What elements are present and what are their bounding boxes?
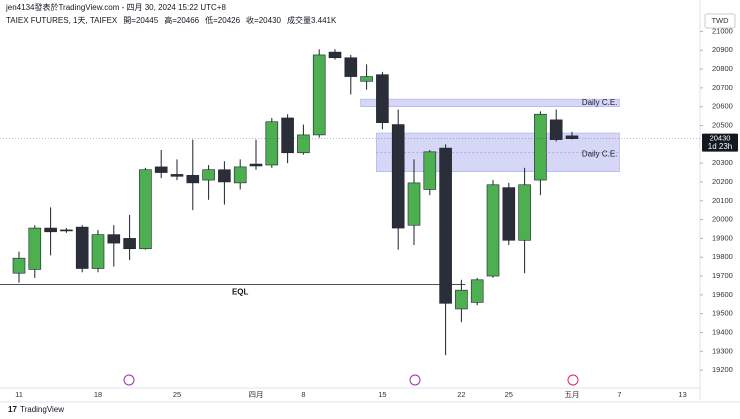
y-tick-label: 19800 xyxy=(712,252,733,261)
candle-body xyxy=(75,226,89,269)
candle-body xyxy=(549,119,563,140)
price-tag xyxy=(702,133,738,152)
brand-mark: 17 xyxy=(8,405,17,414)
candle-body xyxy=(44,227,57,233)
candle-body xyxy=(391,124,405,229)
y-tick-label: 20700 xyxy=(712,83,733,92)
candle-body xyxy=(423,151,437,190)
candle-body xyxy=(486,184,500,277)
candle-body xyxy=(107,234,121,244)
y-tick-label: 20000 xyxy=(712,215,733,224)
candle-body xyxy=(170,174,184,177)
zone xyxy=(360,98,620,107)
chart-legend: TAIEX FUTURES, 1天, TAIFEX 開=20445 高=20466 低… xyxy=(6,15,337,25)
candle-body xyxy=(139,169,152,250)
x-tick-label: 15 xyxy=(378,390,386,399)
candle-body xyxy=(202,169,215,181)
x-tick-label: 11 xyxy=(15,390,23,399)
candle-body xyxy=(154,166,168,173)
candle-body xyxy=(28,227,42,270)
x-tick-label: 四月 xyxy=(249,390,264,399)
candle-body xyxy=(265,121,279,166)
candle-body xyxy=(534,113,547,181)
candle-body xyxy=(360,76,373,82)
currency: TWD xyxy=(711,16,729,25)
y-tick-label: 19500 xyxy=(712,309,733,318)
currency-box xyxy=(704,13,736,29)
candle-body xyxy=(470,279,484,303)
event-icon[interactable] xyxy=(567,374,579,386)
y-tick-label: 20600 xyxy=(712,102,733,111)
event-icon[interactable] xyxy=(123,374,135,386)
x-tick-label: 8 xyxy=(301,390,305,399)
candle-body xyxy=(249,163,263,167)
price-tag-value: 20430 xyxy=(710,134,731,143)
candle-body xyxy=(312,54,326,136)
ohlc-label: 低= xyxy=(205,15,218,25)
y-tick-label: 19900 xyxy=(712,233,733,242)
y-tick-label: 20800 xyxy=(712,64,733,73)
candle-body xyxy=(218,169,231,183)
ohlc-label: 開= xyxy=(123,16,136,25)
y-tick-label: 20300 xyxy=(712,158,733,167)
y-tick-label: 19700 xyxy=(712,271,733,280)
candle-body xyxy=(123,238,136,250)
ohlc-label: 高= xyxy=(164,15,177,25)
event-icon[interactable] xyxy=(409,374,421,386)
y-tick-label: 20200 xyxy=(712,177,733,186)
ohlc-value: 20466 xyxy=(177,16,200,25)
y-tick-label: 20100 xyxy=(712,196,733,205)
zone-label: Daily C.E. xyxy=(582,98,618,107)
y-tick-label: 19200 xyxy=(712,365,733,374)
y-tick-label: 19300 xyxy=(712,346,733,355)
candle-body xyxy=(60,229,73,232)
candle-body xyxy=(233,166,247,184)
candle-body xyxy=(376,74,389,123)
candle-body xyxy=(281,117,294,154)
x-tick-label: 25 xyxy=(505,390,513,399)
candle-body xyxy=(186,175,200,184)
y-tick-label: 21000 xyxy=(712,26,733,35)
candle-body xyxy=(565,135,579,139)
candle-body xyxy=(455,289,468,310)
ohlc-value: 20426 xyxy=(218,16,241,25)
candle-body xyxy=(439,147,452,304)
ohlc-label: 收= xyxy=(246,15,259,25)
author-line: jen4134發表於TradingView.com - 四月 30, 2024 … xyxy=(5,2,226,12)
countdown: 1d 23h xyxy=(708,142,732,151)
candle-body xyxy=(297,134,310,154)
ohlc-value: 20430 xyxy=(259,16,282,25)
y-tick-label: 19600 xyxy=(712,290,733,299)
y-tick-label: 19400 xyxy=(712,327,733,336)
candle-body xyxy=(12,257,26,274)
candle-body xyxy=(407,182,421,226)
y-tick-label: 20500 xyxy=(712,120,733,129)
volume: 成交量3.441K xyxy=(287,15,337,25)
candle-body xyxy=(91,234,105,269)
candle-body xyxy=(502,187,516,241)
candle-body xyxy=(518,184,531,241)
x-tick-label: 13 xyxy=(678,390,686,399)
y-tick-label: 20900 xyxy=(712,45,733,54)
brand: TradingView xyxy=(20,405,64,414)
chart-title: TAIEX FUTURES, 1天, TAIFEX xyxy=(6,16,118,25)
level-label: EQL xyxy=(232,288,249,297)
x-tick-label: 五月 xyxy=(565,390,580,399)
zone-label: Daily C.E. xyxy=(582,149,618,158)
x-tick-label: 25 xyxy=(173,390,181,399)
candle-body xyxy=(328,51,342,59)
x-tick-label: 7 xyxy=(617,390,621,399)
x-tick-label: 18 xyxy=(94,390,102,399)
ohlc-value: 20445 xyxy=(136,16,159,25)
candle-body xyxy=(344,57,358,77)
x-tick-label: 22 xyxy=(457,390,465,399)
